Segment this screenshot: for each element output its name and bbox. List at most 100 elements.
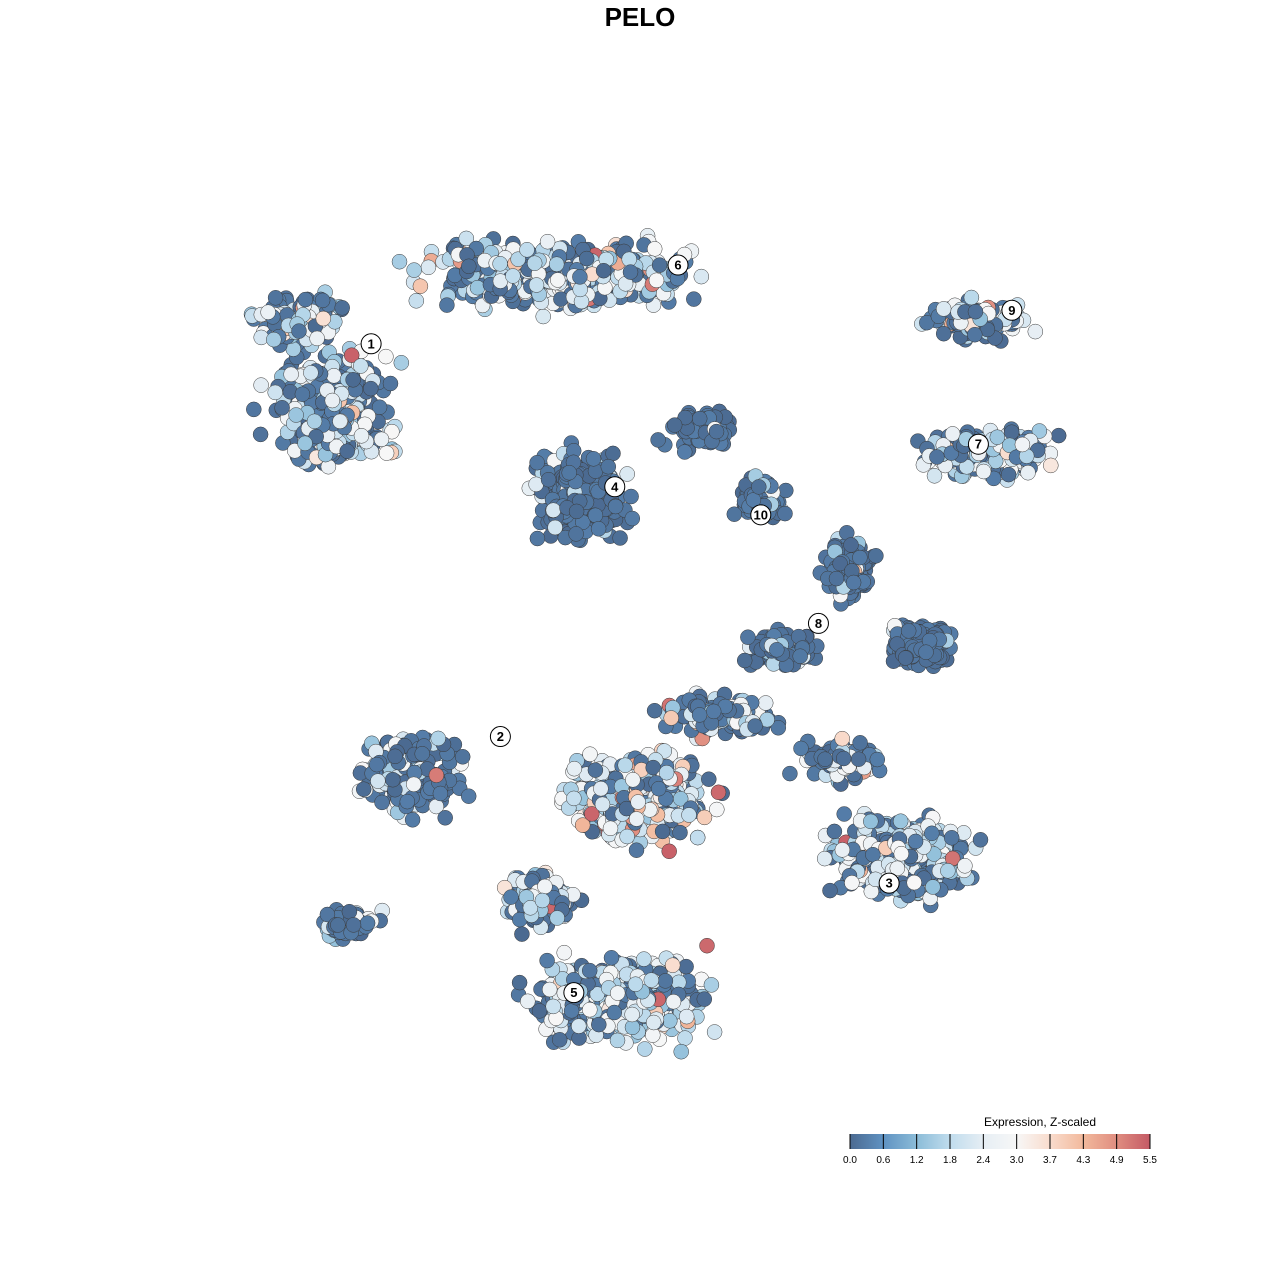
data-point (563, 1003, 580, 1019)
data-point (253, 377, 269, 393)
data-point (406, 776, 422, 793)
cluster-label-text: 8 (815, 616, 822, 631)
data-point (686, 291, 702, 307)
data-point (650, 432, 666, 448)
data-point (428, 767, 445, 783)
data-point (666, 417, 683, 433)
data-point (1020, 464, 1036, 481)
data-point (623, 488, 639, 505)
cluster-label-text: 3 (886, 876, 893, 891)
data-point (382, 375, 399, 392)
data-point (341, 903, 358, 920)
data-point (606, 1004, 623, 1021)
data-point (989, 429, 1006, 445)
data-point (529, 454, 545, 471)
data-point (568, 526, 584, 542)
data-point (355, 781, 372, 797)
data-point (537, 878, 553, 895)
data-point (782, 765, 798, 782)
data-point (657, 973, 674, 989)
data-point (957, 858, 973, 874)
data-point (924, 825, 940, 842)
data-point (603, 950, 620, 966)
data-point (550, 272, 566, 288)
data-point (643, 972, 660, 988)
data-point (636, 951, 652, 967)
data-point (1027, 323, 1044, 340)
data-point (975, 463, 992, 480)
data-point (757, 695, 774, 711)
data-point (701, 771, 717, 787)
data-point (662, 1013, 678, 1029)
cluster-label-5: 5 (563, 982, 585, 1004)
data-point (703, 977, 720, 993)
data-point (393, 355, 410, 371)
data-point (740, 629, 756, 645)
data-point (822, 882, 838, 899)
data-point (708, 423, 725, 440)
data-point (561, 464, 577, 481)
data-point (526, 255, 543, 271)
cluster-label-10: 10 (750, 504, 772, 526)
data-point (288, 407, 304, 423)
data-point (967, 326, 983, 343)
cluster-label-text: 6 (674, 258, 681, 273)
data-point (460, 788, 477, 804)
cluster-label-text: 7 (975, 437, 982, 452)
data-point (461, 258, 477, 275)
data-point (469, 279, 486, 296)
cluster-label-2: 2 (489, 726, 511, 748)
data-point (646, 702, 663, 719)
cluster-label-text: 1 (368, 336, 375, 351)
data-point (1000, 466, 1017, 483)
data-point (1043, 457, 1059, 474)
data-point (374, 794, 390, 811)
data-point (726, 506, 743, 522)
data-point (1050, 427, 1067, 444)
data-point (826, 823, 843, 840)
data-point (624, 1006, 640, 1023)
data-point (944, 426, 961, 442)
data-point (612, 530, 628, 546)
data-point (893, 845, 910, 862)
data-point (585, 451, 602, 467)
data-point (792, 648, 808, 664)
data-point (587, 762, 604, 778)
legend-tick-label: 3.0 (1010, 1155, 1024, 1166)
cluster-label-text: 9 (1008, 303, 1015, 318)
data-point (345, 917, 362, 933)
data-point (430, 730, 446, 747)
data-point (943, 830, 960, 846)
data-point (274, 400, 290, 416)
data-point (326, 368, 342, 384)
data-point (678, 958, 694, 975)
data-point (353, 358, 369, 374)
data-point (399, 793, 416, 810)
data-point (602, 820, 619, 837)
data-point (369, 756, 385, 773)
cluster-label-4: 4 (604, 476, 626, 498)
legend-tick-label: 4.3 (1076, 1155, 1090, 1166)
data-point (303, 365, 319, 381)
data-point (622, 264, 639, 280)
data-point (630, 794, 646, 810)
data-point (339, 443, 355, 459)
data-point (972, 832, 989, 848)
data-point (590, 521, 607, 537)
data-point (658, 764, 675, 781)
data-point (549, 910, 565, 926)
data-point (406, 262, 422, 278)
data-point (852, 735, 868, 751)
data-point (378, 445, 395, 461)
data-point (370, 773, 386, 789)
legend-tick-label: 5.5 (1143, 1155, 1157, 1166)
data-point (345, 372, 361, 388)
legend-title: Expression, Z-scaled (983, 1115, 1097, 1129)
data-point (1003, 424, 1020, 440)
data-point (736, 652, 753, 669)
data-point (547, 519, 563, 536)
data-point (556, 944, 572, 961)
data-point (267, 290, 284, 306)
data-point (705, 703, 722, 720)
